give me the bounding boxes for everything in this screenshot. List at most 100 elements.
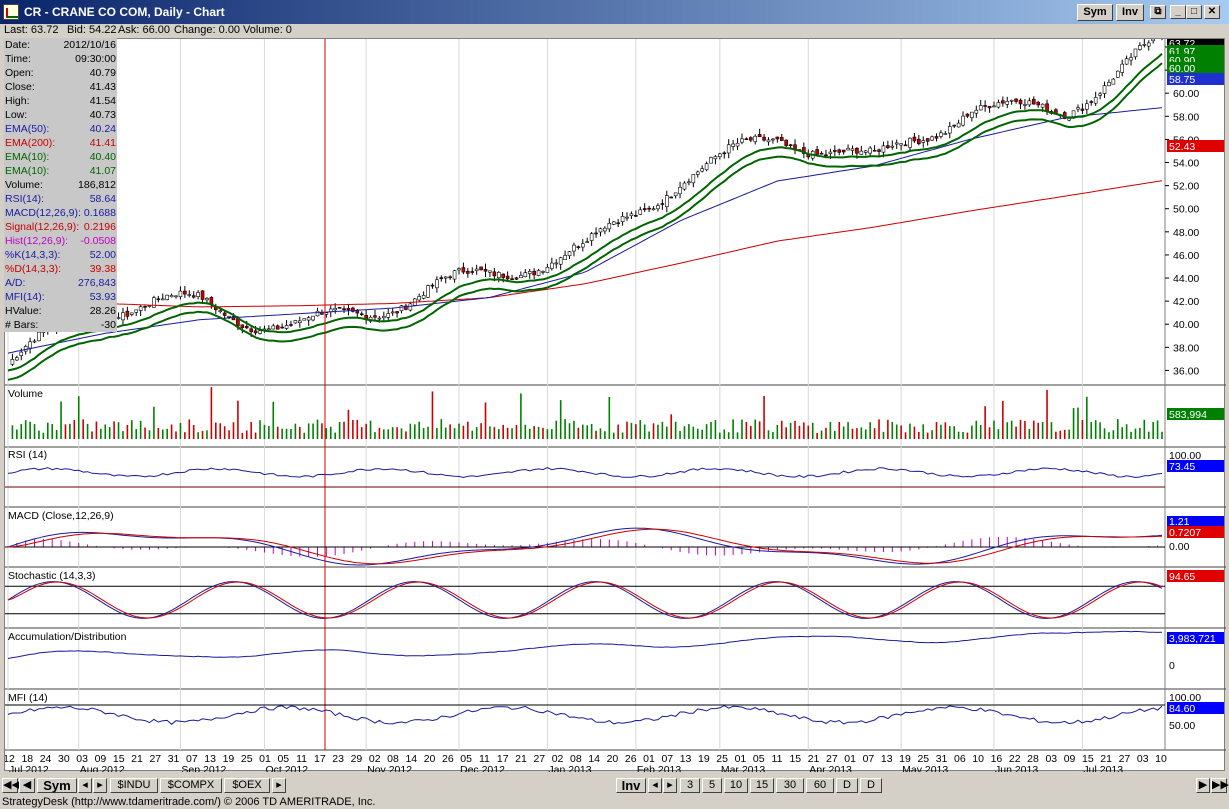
data-window-row: Time: 09:30:00 <box>4 52 117 66</box>
volume-bar <box>82 419 84 439</box>
period-tab-15[interactable]: 15 <box>750 778 774 793</box>
volume-bar <box>157 427 160 439</box>
volume-bar <box>215 422 217 439</box>
x-axis-day-label: 13 <box>881 753 893 765</box>
candle-body <box>740 138 744 143</box>
inv-tab[interactable]: Inv <box>616 778 646 793</box>
stoch-tag-box <box>1167 570 1224 582</box>
scroll-left-icon[interactable]: ◀ <box>19 778 35 793</box>
volume-bar <box>648 431 650 439</box>
data-window-value: 41.43 <box>89 81 116 93</box>
scroll-first-icon[interactable]: ◀◀ <box>2 778 20 793</box>
volume-bar <box>1019 419 1022 439</box>
volume-bar <box>635 424 637 439</box>
x-axis-day-label: 06 <box>954 753 966 765</box>
volume-bar <box>922 424 925 439</box>
period-tab-60[interactable]: 60 <box>806 778 834 793</box>
volume-bar <box>1147 431 1150 439</box>
period-tab-3[interactable]: 3 <box>680 778 700 793</box>
period-tab-daily-2[interactable]: D <box>860 778 882 793</box>
rsi-panel-title: RSI (14) <box>8 449 47 461</box>
sym-button[interactable]: Sym <box>1077 4 1113 21</box>
volume-bar <box>1072 408 1075 439</box>
volume-bar <box>276 426 279 439</box>
candle-body <box>1129 57 1133 61</box>
x-axis-day-label: 21 <box>131 753 143 765</box>
maximize-icon[interactable]: □ <box>1186 5 1202 19</box>
candle-body <box>417 296 421 301</box>
symbol-tab-oex[interactable]: $OEX <box>224 778 270 793</box>
candle-body <box>722 152 727 155</box>
candle-body <box>130 312 134 315</box>
detach-icon[interactable]: ⧉ <box>1150 5 1166 19</box>
volume-bar <box>621 432 624 439</box>
scroll-last-icon[interactable]: ▶▶ <box>1211 778 1229 793</box>
sym-prev-icon[interactable]: ◂ <box>78 778 92 793</box>
scroll-right-icon[interactable]: ▶ <box>1196 778 1210 793</box>
candle-body <box>510 278 514 281</box>
volume-bar <box>259 420 261 439</box>
inv-button[interactable]: Inv <box>1116 4 1144 21</box>
candle-body <box>275 325 280 330</box>
candle-body <box>1133 48 1138 58</box>
period-tab-daily[interactable]: D <box>836 778 858 793</box>
period-tab-30[interactable]: 30 <box>776 778 804 793</box>
candle-body <box>386 313 391 318</box>
candle-body <box>629 213 634 217</box>
candle-body <box>819 152 824 155</box>
candle-body <box>638 209 643 215</box>
period-next-icon[interactable]: ▸ <box>663 778 677 793</box>
candle-body <box>244 325 249 329</box>
period-tab-10[interactable]: 10 <box>724 778 748 793</box>
candle-body <box>669 196 674 199</box>
x-axis-day-label: 16 <box>991 753 1003 765</box>
data-window-row: %K(14,3,3): 52.00 <box>4 248 117 262</box>
price-axis-label: 38.00 <box>1173 342 1199 354</box>
x-axis-day-label: 14 <box>405 753 417 765</box>
volume-bar <box>807 425 810 439</box>
volume-bar <box>148 430 151 439</box>
volume-bar <box>1090 422 1093 439</box>
tab-scroll-right-icon[interactable]: ▸ <box>272 778 286 793</box>
candle-body <box>479 266 483 271</box>
close-icon[interactable]: ✕ <box>1204 5 1220 19</box>
minimize-icon[interactable]: _ <box>1170 5 1186 19</box>
ad-tag-box <box>1167 632 1224 644</box>
volume-bar <box>931 430 933 439</box>
volume-bar <box>356 419 359 439</box>
price-axis-label: 48.00 <box>1173 227 1199 239</box>
volume-bar <box>776 424 779 439</box>
chart-svg[interactable]: 64.0062.0060.0058.0056.0054.0052.0050.00… <box>5 39 1226 772</box>
volume-bar <box>1125 424 1128 439</box>
candle-body <box>735 142 740 147</box>
volume-bar <box>316 419 319 439</box>
volume-bar <box>126 424 129 439</box>
candle-body <box>496 272 501 279</box>
sym-next-icon[interactable]: ▸ <box>93 778 107 793</box>
symbol-tab-indu[interactable]: $INDU <box>110 778 158 793</box>
candle-body <box>987 105 992 109</box>
data-window-value: 41.07 <box>89 165 116 177</box>
period-tab-5[interactable]: 5 <box>702 778 722 793</box>
sym-tab[interactable]: Sym <box>37 778 77 793</box>
data-window-value: 40.40 <box>89 151 116 163</box>
candle-body <box>996 102 1001 108</box>
candle-body <box>183 290 187 295</box>
candle-body <box>315 310 320 317</box>
x-axis-month-label: Jan 2013 <box>548 764 591 772</box>
symbol-tab-compx[interactable]: $COMPX <box>160 778 222 793</box>
chart-area[interactable]: 64.0062.0060.0058.0056.0054.0052.0050.00… <box>4 38 1226 772</box>
price-axis-label: 46.00 <box>1173 250 1199 262</box>
volume-bar <box>347 409 350 439</box>
x-axis-day-label: 07 <box>661 753 673 765</box>
x-axis-day-label: 01 <box>643 753 655 765</box>
volume-bar <box>754 419 757 439</box>
data-window-value: 2012/10/16 <box>63 39 116 51</box>
candle-body <box>704 163 709 171</box>
period-prev-icon[interactable]: ◂ <box>648 778 662 793</box>
volume-bar <box>46 422 49 439</box>
volume-bar <box>396 427 398 439</box>
x-axis-month-label: Jul 2013 <box>1083 764 1123 772</box>
volume-bar <box>984 406 986 439</box>
volume-bar <box>665 426 668 439</box>
